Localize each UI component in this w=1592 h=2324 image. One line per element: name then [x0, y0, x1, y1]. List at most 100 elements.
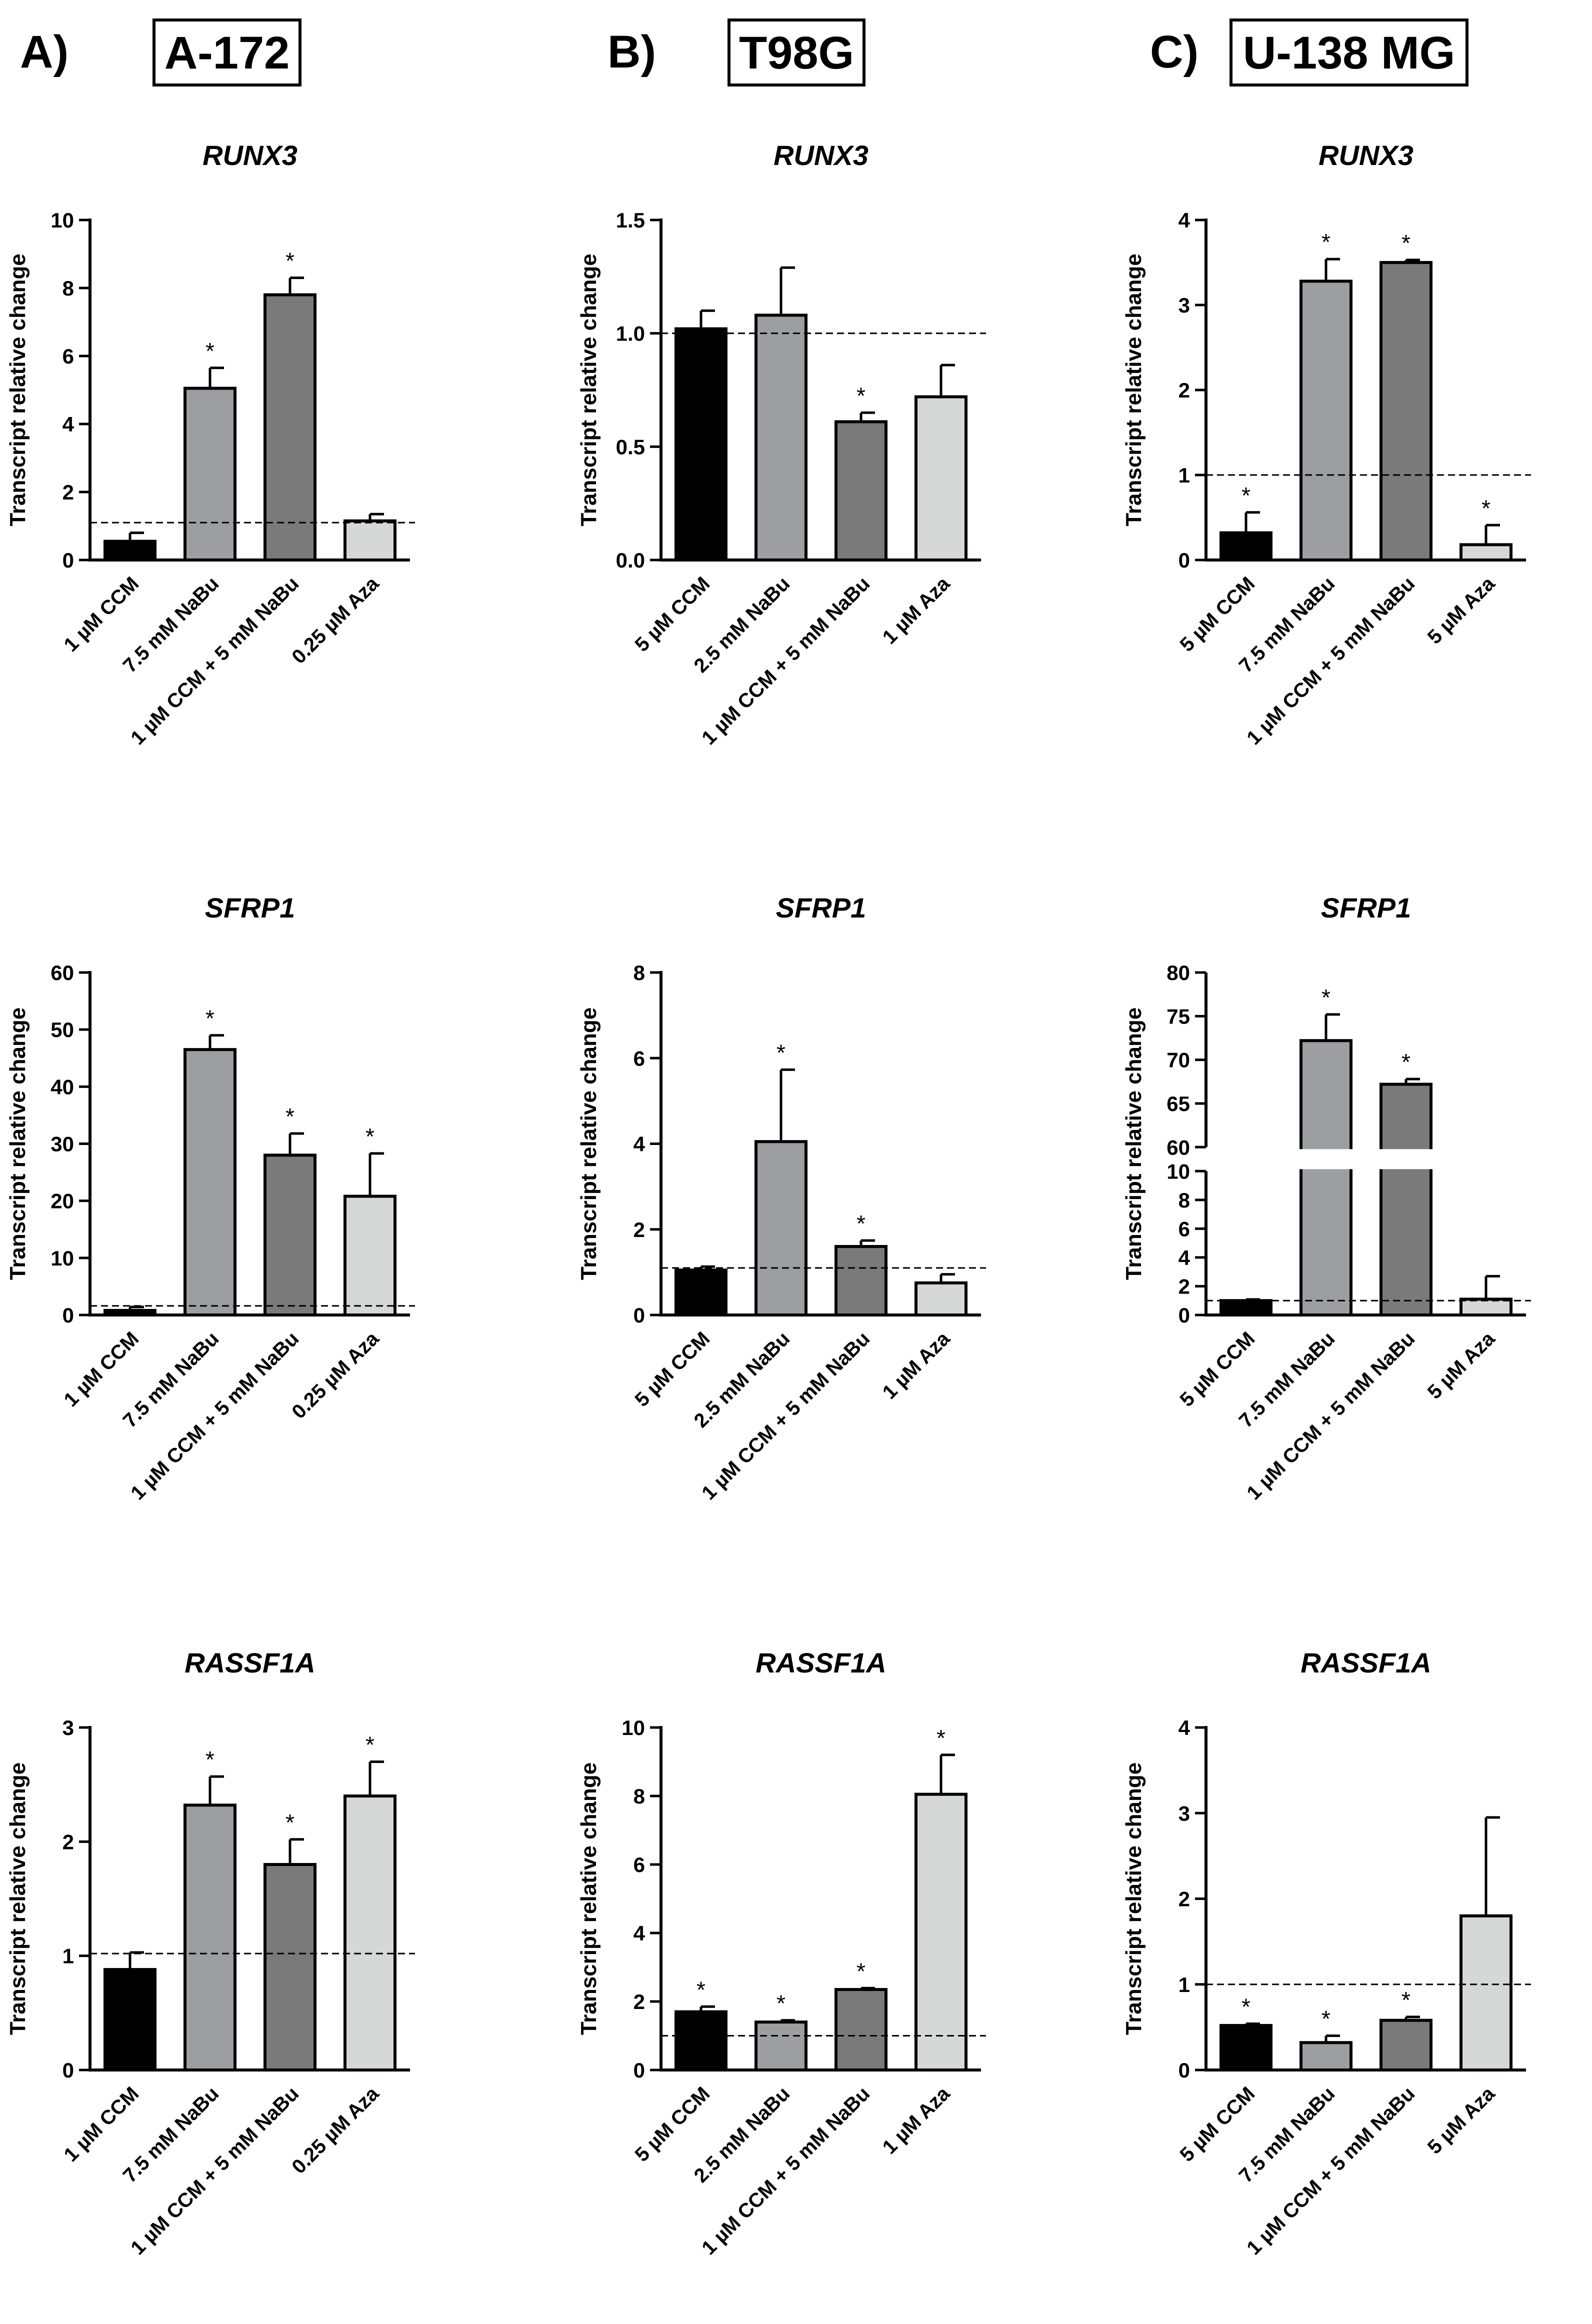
chart-title: RUNX3	[774, 140, 868, 171]
y-tick-label: 4	[634, 1922, 646, 1945]
y-tick-label: 60	[1166, 1136, 1190, 1159]
column-header-c: C) U-138 MG	[1150, 18, 1468, 86]
bar-4	[914, 1792, 968, 2072]
significance-marker: *	[1322, 2006, 1330, 2032]
y-tick-label: 6	[634, 1853, 645, 1876]
bar-3	[1380, 2018, 1432, 2072]
bar-3	[834, 1245, 888, 1316]
bar-3	[264, 293, 316, 562]
y-tick-label: 1	[1178, 464, 1190, 487]
bar-2	[1300, 2041, 1352, 2072]
bar-1	[1220, 531, 1272, 562]
y-tick-label: 0	[1178, 548, 1190, 572]
significance-marker: *	[856, 1958, 866, 1984]
bar-3	[1380, 1082, 1432, 1316]
y-tick-label: 20	[50, 1190, 74, 1213]
bar-1	[674, 327, 728, 562]
bar-1	[104, 540, 156, 562]
y-tick-label: 1.5	[616, 208, 645, 232]
bar-2	[754, 1140, 808, 1316]
significance-marker: *	[696, 1976, 706, 2002]
significance-marker: *	[856, 1210, 866, 1236]
significance-marker: *	[1242, 1994, 1250, 2020]
bar-4	[344, 519, 396, 562]
significance-marker: *	[1482, 495, 1490, 521]
bar-1	[1220, 1299, 1272, 1316]
y-tick-label: 2	[62, 480, 74, 504]
panel-letter-b: B)	[608, 26, 656, 78]
chart-title: RUNX3	[1318, 140, 1414, 171]
bar-1	[674, 1268, 728, 1316]
significance-marker: *	[366, 1124, 374, 1150]
significance-marker: *	[206, 338, 214, 364]
significance-marker: *	[1402, 230, 1410, 256]
y-tick-label: 8	[634, 1784, 645, 1808]
cell-line-box-c	[1230, 18, 1468, 86]
bar-3	[264, 1154, 316, 1316]
chart-title: RASSF1A	[756, 1647, 886, 1678]
cell-line-label-b: T98G	[739, 28, 854, 78]
y-tick-label: 2	[634, 1990, 645, 2014]
y-tick-label: 70	[1166, 1048, 1190, 1072]
y-tick-label: 75	[1166, 1004, 1190, 1028]
bar-4	[914, 395, 968, 562]
chart-title: RASSF1A	[1300, 1647, 1431, 1678]
y-tick-label: 2	[634, 1218, 645, 1242]
significance-marker: *	[776, 1040, 786, 1066]
y-axis-label: Transcript relative change	[1122, 254, 1146, 526]
bar-3	[264, 1863, 316, 2072]
y-tick-label: 0	[634, 1304, 645, 1327]
significance-marker: *	[286, 1104, 294, 1130]
y-tick-label: 8	[62, 276, 74, 300]
bar-3	[834, 1988, 888, 2072]
bar-2	[184, 1048, 236, 1316]
significance-marker: *	[776, 1990, 786, 2016]
bar-4	[344, 1194, 396, 1317]
y-axis-label: Transcript relative change	[576, 254, 601, 526]
y-axis-label: Transcript relative change	[1122, 1008, 1146, 1280]
bar-4	[1460, 1914, 1512, 2072]
bar-4	[914, 1281, 968, 1316]
y-tick-label: 0.0	[616, 548, 645, 572]
y-tick-label: 3	[1178, 1802, 1190, 1825]
bar-2	[1300, 1039, 1352, 1317]
significance-marker: *	[1322, 229, 1330, 255]
y-tick-label: 60	[50, 961, 74, 984]
y-tick-label: 1.0	[616, 322, 645, 346]
cell-line-box-a	[152, 18, 302, 86]
y-tick-label: 0	[62, 1304, 74, 1327]
y-tick-label: 4	[62, 412, 74, 436]
y-tick-label: 0	[1178, 1304, 1190, 1327]
y-axis-label: Transcript relative change	[576, 1762, 601, 2035]
bar-4	[1460, 543, 1512, 562]
y-tick-label: 1	[1178, 1973, 1190, 1996]
bar-4	[1460, 1298, 1512, 1317]
y-tick-label: 0	[62, 2058, 74, 2082]
y-tick-label: 0	[634, 2058, 645, 2082]
column-header-a: A) A-172	[20, 18, 302, 86]
y-tick-label: 4	[634, 1132, 646, 1156]
column-header-b: B) T98G	[608, 18, 866, 86]
significance-marker: *	[1402, 1049, 1410, 1075]
cell-line-label-c: U-138 MG	[1243, 28, 1455, 78]
y-tick-label: 10	[50, 1246, 74, 1270]
y-tick-label: 8	[634, 961, 645, 984]
y-axis-label: Transcript relative change	[576, 1008, 601, 1280]
y-tick-label: 40	[50, 1075, 74, 1098]
significance-marker: *	[1402, 1987, 1410, 2013]
chart-title: RASSF1A	[184, 1647, 315, 1678]
y-tick-label: 30	[50, 1132, 74, 1156]
chart-title: SFRP1	[776, 892, 866, 924]
y-tick-label: 4	[1178, 208, 1190, 232]
bar-1	[674, 2010, 728, 2072]
significance-marker: *	[206, 1006, 214, 1032]
bar-1	[1220, 2024, 1272, 2072]
panel-letter-c: C)	[1150, 26, 1198, 78]
chart-title: SFRP1	[1321, 892, 1412, 924]
panel-letter-a: A)	[20, 26, 68, 78]
y-tick-label: 80	[1166, 961, 1190, 984]
y-axis-label: Transcript relative change	[6, 1762, 30, 2035]
y-tick-label: 6	[634, 1046, 645, 1070]
significance-marker: *	[206, 1746, 214, 1772]
